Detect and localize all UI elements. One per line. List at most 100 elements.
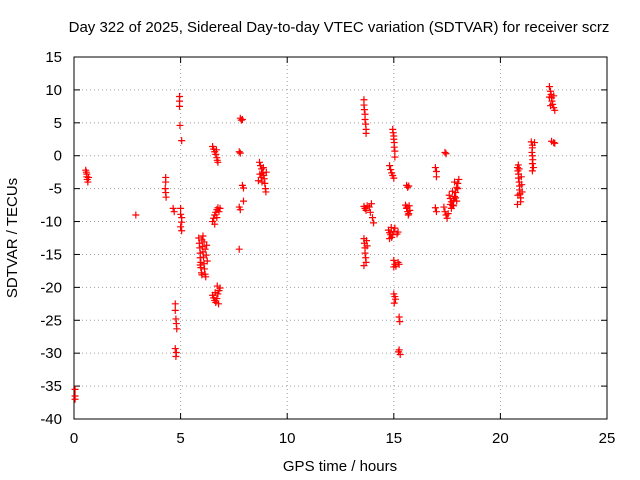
data-point: [213, 282, 221, 290]
y-axis-label: SDTVAR / TECUs: [4, 178, 21, 298]
data-point: [213, 295, 221, 303]
data-point: [254, 177, 262, 185]
data-point: [550, 139, 558, 147]
data-point: [387, 223, 395, 231]
data-point: [545, 83, 553, 91]
data-point: [515, 165, 523, 173]
data-point: [389, 231, 397, 239]
data-point: [517, 173, 525, 181]
y-tick-label: -5: [49, 181, 62, 198]
data-point: [196, 261, 204, 269]
data-point: [236, 149, 244, 157]
y-tick-label: 5: [54, 115, 62, 132]
data-point: [256, 170, 264, 178]
y-tick-label: -25: [40, 312, 62, 329]
data-point: [215, 300, 223, 308]
data-point: [390, 263, 398, 271]
data-point: [386, 162, 394, 170]
data-point: [451, 193, 459, 201]
data-point: [528, 160, 536, 168]
data-point: [173, 325, 181, 333]
data-point: [528, 167, 536, 175]
y-tick-label: -10: [40, 214, 62, 231]
grid-lines: [74, 57, 607, 419]
data-point: [455, 175, 463, 183]
data-point: [202, 273, 210, 281]
x-tick-label: 0: [70, 430, 78, 447]
data-point: [363, 242, 371, 250]
data-point: [211, 220, 219, 228]
data-points: [71, 83, 559, 403]
data-point: [448, 187, 456, 195]
data-point: [162, 178, 170, 186]
data-point: [258, 178, 266, 186]
data-point: [514, 161, 522, 169]
data-point: [84, 173, 92, 181]
data-point: [132, 211, 140, 219]
data-point: [551, 106, 559, 114]
data-point: [360, 106, 368, 114]
x-tick-label: 15: [385, 430, 402, 447]
data-point: [396, 318, 404, 326]
y-tick-label: 0: [54, 148, 62, 165]
data-point: [390, 299, 398, 307]
data-point: [449, 202, 457, 210]
chart-title: Day 322 of 2025, Sidereal Day-to-day VTE…: [69, 19, 610, 36]
data-point: [239, 197, 247, 205]
data-point: [391, 147, 399, 155]
data-point: [390, 256, 398, 264]
data-point: [172, 352, 180, 360]
data-point: [210, 214, 218, 222]
data-point: [529, 164, 537, 172]
data-point: [547, 102, 555, 110]
data-point: [178, 137, 186, 145]
data-point: [547, 87, 555, 95]
data-point: [162, 193, 170, 201]
data-point: [432, 173, 440, 181]
data-point: [442, 150, 450, 158]
data-point: [551, 139, 559, 147]
data-point: [212, 146, 220, 154]
data-point: [361, 249, 369, 257]
data-point: [446, 200, 454, 208]
data-point: [391, 153, 399, 161]
data-point: [386, 235, 394, 243]
data-point: [548, 97, 556, 105]
data-point: [453, 183, 461, 191]
data-point: [171, 345, 179, 353]
data-point: [454, 185, 462, 193]
data-point: [392, 295, 400, 303]
data-point: [440, 203, 448, 211]
data-point: [444, 210, 452, 218]
data-point: [441, 148, 449, 156]
data-point: [362, 129, 370, 137]
data-point: [171, 300, 179, 308]
data-point: [200, 265, 208, 273]
data-point: [84, 178, 92, 186]
data-point: [177, 204, 185, 212]
data-point: [177, 223, 185, 231]
data-point: [405, 182, 413, 190]
data-point: [202, 251, 210, 259]
data-point: [367, 200, 375, 208]
y-tick-label: -20: [40, 279, 62, 296]
data-point: [390, 143, 398, 151]
data-point: [176, 102, 184, 110]
data-point: [235, 148, 243, 156]
y-axis-ticks: 15 10 5 0 -5 -10 -15 -20 -25 -30 -35 -40: [40, 49, 607, 428]
x-tick-label: 25: [599, 430, 616, 447]
data-point: [545, 93, 553, 101]
data-point: [368, 214, 376, 222]
x-axis-ticks: 0 5 10 15 20 25: [70, 57, 616, 447]
data-point: [389, 129, 397, 137]
data-point: [362, 206, 370, 214]
x-tick-label: 10: [279, 430, 296, 447]
data-point: [394, 348, 402, 356]
data-point: [518, 188, 526, 196]
data-point: [171, 306, 179, 314]
data-point: [201, 245, 209, 253]
data-point: [452, 194, 460, 202]
data-point: [235, 245, 243, 253]
data-point: [443, 214, 451, 222]
